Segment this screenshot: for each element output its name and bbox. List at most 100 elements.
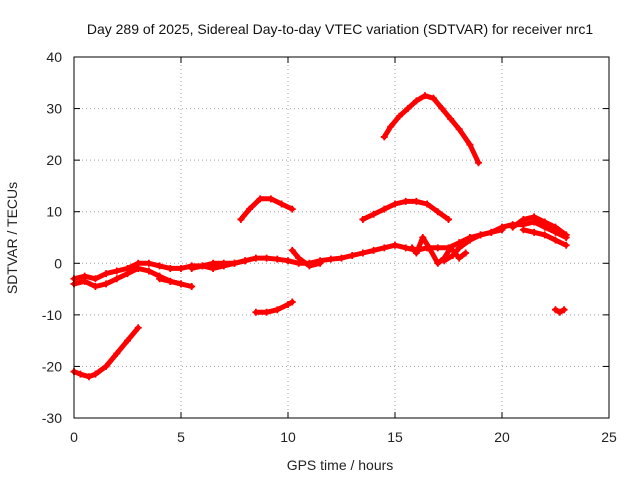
series-arc-neg10 (252, 298, 296, 316)
series-line (381, 93, 481, 166)
data-point (145, 267, 153, 275)
data-point (263, 308, 271, 316)
data-point (278, 200, 286, 208)
data-point (156, 275, 164, 283)
data-point (552, 236, 559, 244)
series-layer (70, 92, 570, 381)
data-point (284, 301, 292, 309)
data-point (552, 306, 559, 314)
data-point (434, 259, 442, 267)
data-point (327, 255, 335, 263)
x-axis-title: GPS time / hours (287, 457, 394, 473)
data-point (245, 205, 253, 213)
data-point (91, 275, 99, 283)
data-point (113, 275, 121, 283)
y-tick-label: 0 (54, 255, 62, 271)
data-point (423, 200, 431, 208)
series-arc-10-hump (237, 195, 296, 223)
grid (74, 57, 609, 418)
data-point (359, 249, 367, 257)
data-point (541, 218, 549, 226)
data-point (562, 241, 570, 249)
data-point (76, 370, 84, 378)
data-point (288, 246, 296, 254)
data-point (91, 282, 99, 290)
data-point (462, 249, 470, 257)
ticks: 0 5 10 15 20 25 -30 -20 -10 0 10 20 30 40 (42, 49, 617, 445)
data-point (530, 213, 538, 221)
data-point (412, 197, 420, 205)
data-point (447, 244, 455, 252)
data-point (370, 210, 378, 218)
series-line (157, 276, 195, 289)
series-arc-baseline-dip (156, 275, 196, 290)
data-point (156, 262, 164, 270)
series-arc-17-20-rise (440, 226, 506, 265)
data-point (519, 215, 527, 223)
y-axis-title: SDTVAR / TECUs (4, 182, 20, 294)
data-point (316, 259, 324, 267)
data-point (288, 298, 296, 306)
data-point (466, 236, 474, 244)
series-arc-22-9-blip (552, 306, 568, 316)
data-point (102, 362, 110, 370)
x-tick-label: 10 (280, 429, 296, 445)
plot-frame (73, 56, 610, 419)
data-point (198, 262, 206, 270)
data-point (391, 200, 399, 208)
data-point (419, 234, 427, 241)
data-point (209, 264, 217, 272)
data-point (102, 280, 110, 288)
data-point (166, 264, 174, 272)
data-point (425, 244, 433, 252)
data-point (252, 308, 260, 316)
x-tick-label: 0 (70, 429, 78, 445)
data-point (421, 92, 429, 100)
data-point (391, 241, 399, 249)
series-line (510, 214, 569, 238)
data-point (338, 254, 345, 262)
data-point (402, 197, 410, 205)
data-point (445, 215, 452, 223)
x-tick-label: 25 (601, 429, 617, 445)
data-point (188, 282, 196, 290)
data-point (348, 252, 356, 260)
data-point (466, 141, 474, 149)
data-point (380, 205, 388, 213)
y-tick-label: -10 (42, 307, 62, 323)
x-tick-label: 5 (177, 429, 185, 445)
data-point (408, 244, 416, 252)
data-point (447, 115, 455, 123)
series-line (289, 247, 323, 269)
data-point (177, 264, 185, 272)
data-point (241, 257, 249, 265)
data-point (541, 231, 549, 239)
data-point (237, 215, 245, 223)
y-tick-label: 20 (46, 152, 62, 168)
data-point (134, 324, 142, 332)
data-point (177, 280, 185, 288)
data-point (438, 105, 446, 113)
x-tick-label: 20 (494, 429, 510, 445)
data-point (267, 195, 275, 203)
y-tick-label: 30 (46, 101, 62, 117)
data-point (273, 306, 281, 314)
data-point (124, 337, 131, 345)
data-point (231, 259, 238, 267)
data-point (560, 306, 568, 314)
data-point (455, 244, 463, 252)
data-point (562, 231, 570, 239)
data-point (404, 105, 412, 113)
data-point (556, 308, 564, 316)
data-point (487, 228, 495, 236)
data-point (252, 254, 260, 262)
data-point (113, 350, 121, 358)
data-point (434, 208, 442, 216)
data-point (412, 249, 420, 257)
data-point (284, 257, 292, 265)
data-point (134, 264, 142, 272)
chart-title: Day 289 of 2025, Sidereal Day-to-day VTE… (87, 21, 593, 37)
y-tick-label: 10 (46, 204, 62, 220)
data-point (380, 244, 388, 252)
data-point (519, 226, 527, 234)
